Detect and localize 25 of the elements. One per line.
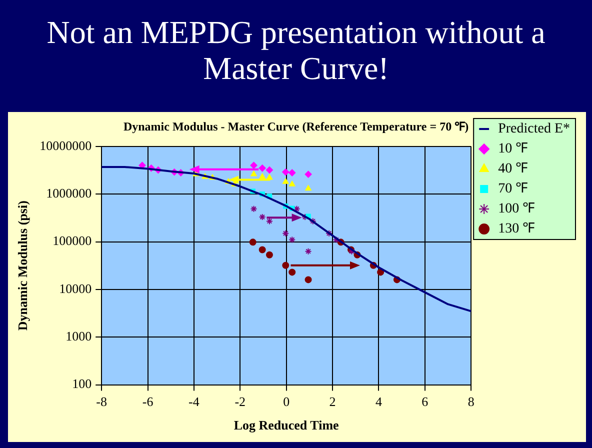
legend-label: 100 ℉ (498, 202, 535, 217)
y-tick-label: 1000000 (46, 186, 92, 200)
x-axis-title: Log Reduced Time (234, 418, 340, 433)
legend-label: 40 ℉ (498, 162, 528, 177)
x-tick-label: 0 (283, 394, 290, 410)
x-tick-label: 4 (375, 394, 382, 410)
legend-label: 70 ℉ (498, 182, 528, 197)
y-tick-label: 10000 (59, 280, 92, 296)
x-tick-label: -6 (142, 394, 154, 410)
x-tick-label: 6 (422, 394, 429, 410)
legend-label: 10 ℉ (498, 142, 528, 157)
y-axis-title: Dynamic Modulus (psi) (15, 200, 30, 331)
legend-label: Predicted E* (498, 122, 570, 137)
x-tick-label: 2 (329, 394, 336, 410)
y-tick-label: 1000 (66, 328, 92, 344)
x-tick-label: -2 (234, 394, 246, 410)
y-tick-label: 10000000 (40, 138, 92, 153)
x-tick-label: -4 (188, 394, 200, 410)
chart-title: Not an MEPDG presentation without a Master Curve! (46, 13, 546, 88)
y-tick-label: 100 (72, 376, 92, 392)
chart-subtitle: Dynamic Modulus - Master Curve (Reference Temperature = 70 ℉) (123, 119, 469, 134)
y-tick-label: 100000 (52, 233, 92, 248)
x-tick-label: 8 (468, 394, 474, 410)
x-tick-label: -8 (96, 394, 108, 410)
legend-label: 130 ℉ (498, 222, 535, 237)
